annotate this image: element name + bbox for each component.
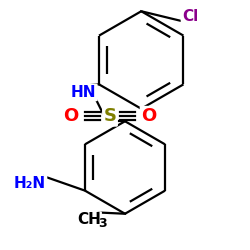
Text: CH: CH bbox=[77, 212, 101, 228]
Text: O: O bbox=[64, 107, 79, 125]
Text: O: O bbox=[141, 107, 156, 125]
Text: HN: HN bbox=[71, 85, 96, 100]
Text: H₂N: H₂N bbox=[14, 176, 46, 191]
Text: 3: 3 bbox=[98, 217, 107, 230]
Text: Cl: Cl bbox=[182, 9, 198, 24]
Text: S: S bbox=[104, 107, 117, 125]
